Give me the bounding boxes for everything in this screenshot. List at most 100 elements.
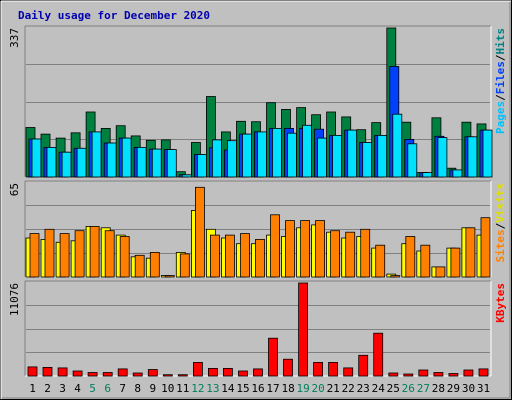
bar-kbytes-day-24 [373,332,384,377]
bar-sites-day-14 [224,234,235,278]
legend-visits: Visits [494,183,507,223]
bar-kbytes-day-23 [358,354,369,377]
bar-pages-day-28 [437,137,448,178]
bar-sites-day-15 [240,233,250,278]
bar-pages-day-27 [422,172,433,178]
bar-kbytes-day-1 [27,366,38,377]
bar-pages-day-30 [467,136,478,178]
x-tick-label: 31 [477,382,490,395]
bar-sites-day-9 [149,251,160,278]
bar-pages-day-18 [287,132,297,178]
bar-pages-day-3 [61,151,72,178]
bar-sites-day-26 [405,236,416,278]
x-tick-label: 22 [342,382,355,395]
bar-kbytes-day-16 [253,368,263,377]
bar-kbytes-day-4 [72,370,83,377]
legend-hits: Hits [494,28,507,55]
bar-kbytes-day-17 [268,337,278,377]
y-max-label: 337 [8,28,21,48]
bar-kbytes-day-14 [222,367,233,377]
legend: Sites/Visits [494,183,507,263]
x-tick-label: 7 [119,382,126,395]
bar-sites-day-27 [420,244,431,278]
bar-sites-day-17 [270,214,280,278]
bar-kbytes-day-29 [448,373,459,377]
x-tick-label: 1 [29,382,36,395]
bar-sites-day-16 [255,238,265,278]
x-tick-label: 16 [251,382,264,395]
legend: Pages/Files/Hits [494,28,507,134]
bar-pages-day-13 [211,139,222,178]
x-tick-label: 5 [89,382,96,395]
chart-title: Daily usage for December 2020 [18,9,210,22]
x-tick-label: 3 [59,382,66,395]
bar-sites-day-25 [390,275,401,278]
plot-area [25,281,491,376]
bar-kbytes-day-2 [42,366,53,377]
bar-pages-day-24 [377,134,388,178]
bar-sites-day-31 [480,217,491,278]
bar-sites-day-24 [375,244,386,278]
x-tick-label: 28 [432,382,445,395]
bar-sites-day-11 [179,253,190,278]
x-tick-label: 20 [311,382,324,395]
bar-kbytes-day-10 [162,374,173,377]
x-tick-label: 2 [44,382,51,395]
bar-pages-day-7 [121,137,132,178]
bar-kbytes-day-12 [192,361,203,377]
bar-sites-day-13 [209,234,220,278]
bar-pages-day-11 [181,174,192,178]
legend-kbytes: KBytes [494,283,507,323]
x-tick-label: 12 [191,382,204,395]
bar-kbytes-day-11 [177,374,188,377]
bar-kbytes-day-7 [117,368,128,377]
bar-kbytes-day-18 [283,358,293,377]
bar-pages-day-16 [257,131,267,178]
panel-kbytes: 11076 KBytes [8,280,507,377]
bar-kbytes-day-22 [343,367,354,377]
y-max-label: 11076 [8,283,21,316]
bar-kbytes-day-5 [87,372,98,377]
bar-pages-day-29 [452,169,463,178]
x-tick-label: 10 [161,382,174,395]
bar-pages-day-23 [362,142,373,178]
bar-sites-day-5 [89,225,100,278]
x-tick-label: 26 [402,382,415,395]
bar-pages-day-20 [317,137,328,178]
x-tick-label: 9 [149,382,156,395]
bar-sites-day-20 [315,220,326,278]
bar-kbytes-day-26 [403,373,414,377]
bar-pages-day-19 [302,124,313,178]
bar-sites-day-3 [59,233,70,278]
bar-pages-day-31 [482,129,493,178]
bar-kbytes-day-15 [238,370,248,377]
x-tick-label: 8 [134,382,141,395]
bar-kbytes-day-20 [313,361,324,377]
legend-sites: Sites [494,229,507,262]
bar-sites-day-1 [29,233,40,278]
bar-pages-day-9 [151,148,162,178]
legend-pages: Pages [494,101,507,134]
x-tick-label: 25 [387,382,400,395]
bar-pages-day-21 [332,134,343,178]
bar-sites-day-10 [164,275,175,278]
bar-kbytes-day-27 [418,369,429,377]
bar-kbytes-day-3 [57,367,68,377]
bar-pages-day-4 [76,147,87,178]
x-tick-label: 23 [357,382,370,395]
bar-sites-day-28 [435,266,446,278]
bar-kbytes-day-8 [132,372,143,377]
bar-sites-day-2 [44,228,55,278]
x-tick-label: 6 [104,382,111,395]
legend-separator: / [494,54,507,61]
bar-kbytes-day-13 [207,367,218,377]
x-tick-label: 17 [266,382,279,395]
bar-sites-day-22 [345,231,356,278]
bar-pages-day-1 [31,138,42,178]
legend: KBytes [494,283,507,323]
bar-sites-day-6 [104,230,115,278]
bar-pages-day-22 [347,129,358,178]
bar-kbytes-day-21 [328,361,339,377]
bar-pages-day-12 [196,154,207,178]
